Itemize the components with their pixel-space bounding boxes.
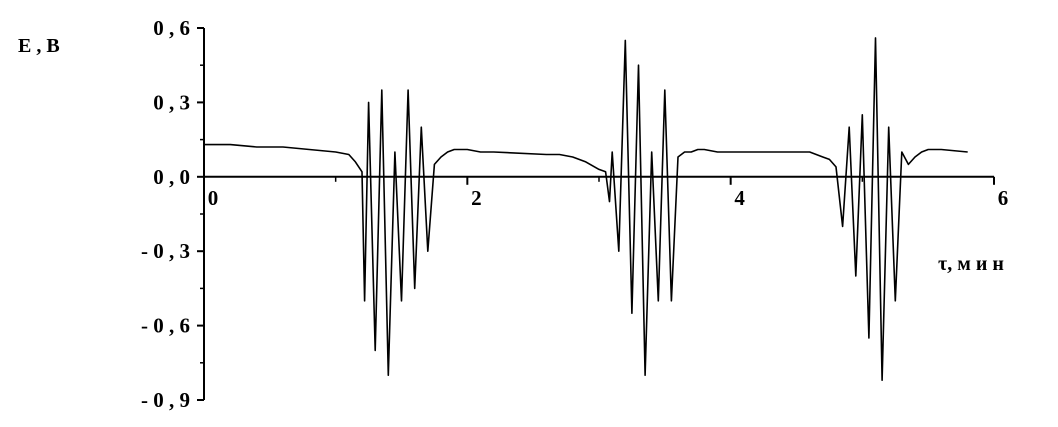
y-tick-label: - 0 , 3 [141, 239, 190, 263]
y-tick-label: 0 , 3 [153, 90, 190, 114]
x-tick-label: 0 [208, 186, 219, 210]
x-tick-label: 6 [998, 186, 1009, 210]
series-group [204, 37, 968, 382]
x-axis-title: τ, м и н [938, 253, 1004, 275]
series-line [204, 37, 968, 382]
tick-labels: 0 , 6 0 , 3 0 , 0 - 0 , 3 - 0 , 6 - 0 , 9 0 2 4 6 [141, 16, 1008, 412]
x-tick-label: 4 [734, 186, 745, 210]
y-tick-label: - 0 , 6 [141, 314, 190, 338]
axes [203, 28, 994, 400]
x-tick-label: 2 [471, 186, 482, 210]
y-tick-label: 0 , 6 [153, 16, 190, 40]
y-tick-label: - 0 , 9 [141, 388, 190, 412]
y-tick-label: 0 , 0 [153, 165, 190, 189]
y-axis-title: E , В [18, 35, 60, 57]
ticks [197, 27, 995, 401]
